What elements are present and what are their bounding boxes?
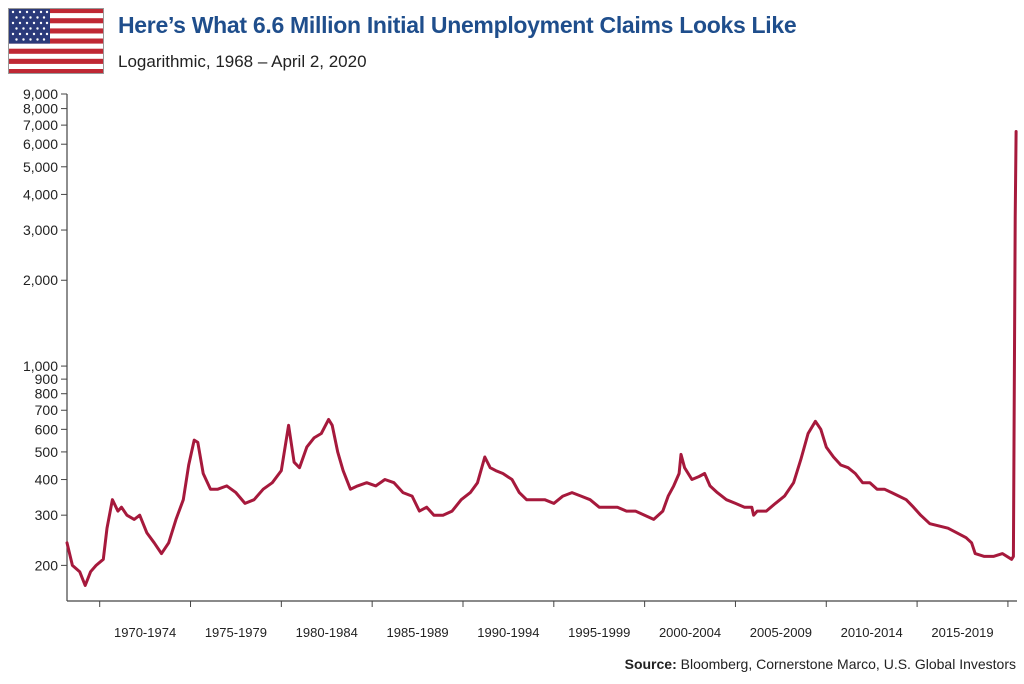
y-tick-label: 1,000: [23, 358, 58, 374]
y-tick-label: 2,000: [23, 272, 58, 288]
y-tick-label: 3,000: [23, 222, 58, 238]
y-tick-label: 6,000: [23, 136, 58, 152]
y-tick-label: 4,000: [23, 186, 58, 202]
chart-subtitle: Logarithmic, 1968 – April 2, 2020: [118, 52, 367, 71]
y-tick-label: 5,000: [23, 159, 58, 175]
x-tick-label: 1980-1984: [296, 625, 358, 640]
x-tick-label: 2015-2019: [931, 625, 993, 640]
y-tick-label: 200: [35, 557, 59, 573]
y-tick-label: 500: [35, 444, 59, 460]
x-axis-ticks: 1970-1974 1975-1979 1980-1984 1985-1989 1990…: [99, 601, 1009, 640]
source-text: Bloomberg, Cornerstone Marco, U.S. Globa…: [676, 656, 1016, 672]
series-layer: [65, 130, 1018, 587]
y-tick-label: 900: [35, 371, 59, 387]
y-tick-label: 800: [35, 386, 59, 402]
axes: [66, 94, 1017, 602]
y-tick-label: 9,000: [23, 86, 58, 102]
y-tick-label: 600: [35, 421, 59, 437]
x-tick-label: 1970-1974: [114, 625, 176, 640]
x-tick-label: 1995-1999: [568, 625, 630, 640]
x-tick-label: 2010-2014: [841, 625, 903, 640]
x-tick-label: 2000-2004: [659, 625, 721, 640]
y-tick-label: 8,000: [23, 101, 58, 117]
source-label: Source:: [624, 656, 677, 672]
y-tick-label: 7,000: [23, 117, 58, 133]
y-tick-label: 700: [35, 402, 59, 418]
us-flag-icon: [8, 8, 104, 74]
x-tick-label: 1975-1979: [205, 625, 267, 640]
x-tick-label: 1990-1994: [477, 625, 539, 640]
series-line-0: [65, 130, 1018, 587]
source-note: Source: Bloomberg, Cornerstone Marco, U.…: [625, 656, 1016, 672]
x-tick-label: 1985-1989: [386, 625, 448, 640]
y-tick-label: 400: [35, 472, 59, 488]
chart-title: Here’s What 6.6 Million Initial Unemploy…: [118, 12, 797, 38]
x-tick-label: 2005-2009: [750, 625, 812, 640]
y-tick-label: 300: [35, 507, 59, 523]
